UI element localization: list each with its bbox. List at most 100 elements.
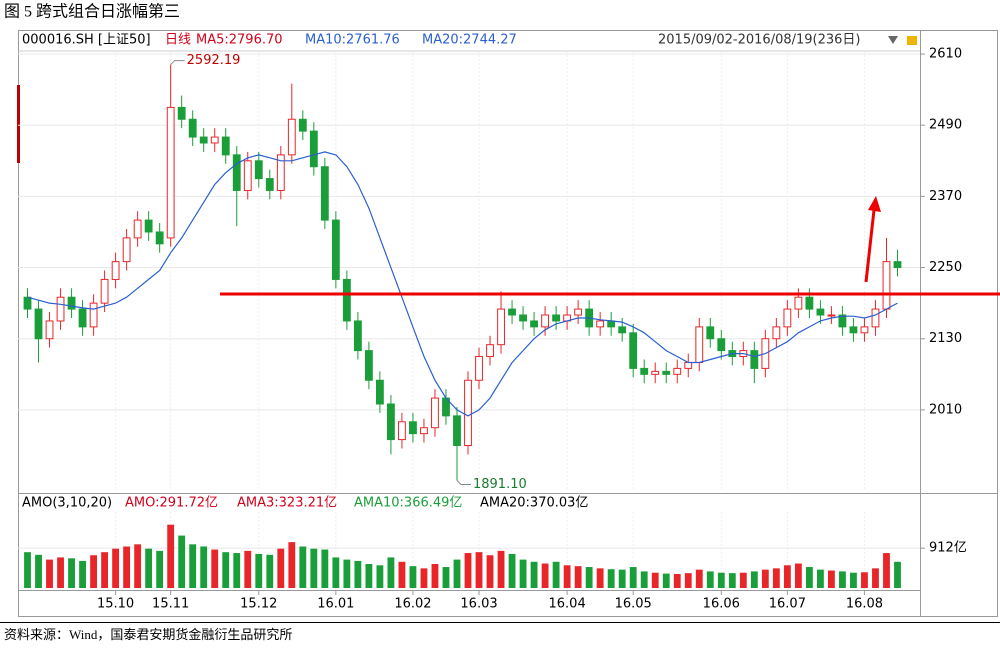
candle-body <box>276 154 285 191</box>
x-tick-label: 16.06 <box>703 597 740 612</box>
volume-bar <box>277 548 285 588</box>
candle-body <box>475 356 483 381</box>
candle-body <box>166 106 175 239</box>
volume-bar <box>772 568 780 588</box>
arrow-shaft <box>864 209 876 283</box>
candle-body <box>144 219 153 233</box>
volume-bar <box>200 546 208 588</box>
volume-bar <box>607 569 615 588</box>
candle-body <box>860 326 869 334</box>
candle-body <box>827 314 836 317</box>
x-tick-label: 16.02 <box>394 597 431 612</box>
candle-body <box>849 326 858 334</box>
volume-bar <box>783 565 791 588</box>
volume-bar <box>475 552 483 588</box>
volume-bar <box>354 560 362 588</box>
annotation: 1891.10 <box>473 477 527 492</box>
volume-bar <box>662 573 670 588</box>
candle-body <box>398 421 406 441</box>
plot-area: 2010 2130 2250 2370 2490 2610 912亿 15.10 15.11 15… <box>18 47 967 612</box>
volume-bar <box>442 567 450 588</box>
symbol: 000016.SH [上证50] <box>22 33 151 48</box>
candle-body <box>254 160 263 180</box>
y-tick-label: 2490 <box>929 118 962 133</box>
candle-body <box>67 296 76 310</box>
candle-body <box>243 160 252 191</box>
amo-label: AMO:291.72亿 <box>125 496 218 511</box>
volume-name: AMO(3,10,20) <box>22 496 112 511</box>
volume-bar <box>387 557 395 588</box>
candle-body <box>607 320 616 328</box>
volume-bar <box>464 553 472 588</box>
volume-bar <box>167 524 175 588</box>
candle-body <box>530 320 538 328</box>
volume-bar <box>695 569 703 588</box>
candle-body <box>816 308 825 316</box>
volume-bar <box>728 573 736 588</box>
side-marker <box>17 85 20 163</box>
candle-body <box>783 308 792 328</box>
volume-bar <box>431 563 439 588</box>
volume-bar <box>828 570 835 588</box>
volume-bar <box>299 546 307 588</box>
volume-bar <box>541 563 549 588</box>
candle-body <box>662 370 671 375</box>
candle-body <box>34 308 43 340</box>
candle-body <box>45 320 54 340</box>
candle-body <box>519 314 527 322</box>
x-tick-label: 16.07 <box>769 597 806 612</box>
candle-body <box>155 231 164 245</box>
candle-body <box>695 326 704 363</box>
chart-title: 图 5 跨式组合日涨幅第三 <box>4 3 180 21</box>
candle-body <box>420 427 428 435</box>
volume-bar <box>486 555 494 588</box>
volume-bar <box>574 566 582 588</box>
candle-body <box>574 308 583 316</box>
volume-bar <box>288 542 296 588</box>
volume-bar <box>816 569 824 588</box>
volume-bar <box>321 549 329 588</box>
volume-bar <box>343 559 351 588</box>
candle-body <box>651 370 660 375</box>
candle-body <box>221 136 230 156</box>
volume-bar <box>123 546 131 588</box>
x-tick-label: 15.10 <box>97 597 134 612</box>
y-tick-label: 2010 <box>929 402 962 417</box>
ma5-label: MA5:2796.70 <box>196 33 283 48</box>
x-tick-label: 16.01 <box>317 597 354 612</box>
volume-bar <box>156 550 164 588</box>
volume-bar <box>552 561 560 588</box>
candle-body <box>188 118 197 138</box>
candle-body <box>717 338 726 352</box>
volume-bar <box>409 566 417 588</box>
volume-bar <box>376 565 384 588</box>
volume-bar <box>101 552 109 588</box>
ma10-label: MA10:2761.76 <box>305 33 400 48</box>
volume-bar <box>222 552 230 588</box>
volume-bar <box>420 568 428 588</box>
dropdown-icon <box>888 36 898 44</box>
volume-bar <box>673 574 681 588</box>
candle-body <box>871 308 880 328</box>
ma20-label: MA20:2744.27 <box>422 33 517 48</box>
volume-bar <box>585 567 593 588</box>
annotation-leader <box>170 60 185 65</box>
candle-body <box>78 308 87 328</box>
candle-body <box>673 367 682 375</box>
volume-bar <box>90 555 97 588</box>
candle-body <box>541 314 550 328</box>
candle-body <box>287 118 296 156</box>
candle-body <box>618 326 627 334</box>
candle-body <box>684 361 693 369</box>
volume-bar <box>255 553 263 588</box>
volume-bar <box>79 560 86 588</box>
volume-bar <box>57 557 64 588</box>
candle-body <box>100 278 109 304</box>
candle-body <box>375 379 384 405</box>
volume-bar <box>519 559 527 588</box>
candle-body <box>640 367 649 375</box>
volume-bar <box>872 568 879 588</box>
y-tick-label: 2250 <box>929 260 962 275</box>
volume-bar <box>244 550 252 588</box>
candle-body <box>298 118 307 132</box>
